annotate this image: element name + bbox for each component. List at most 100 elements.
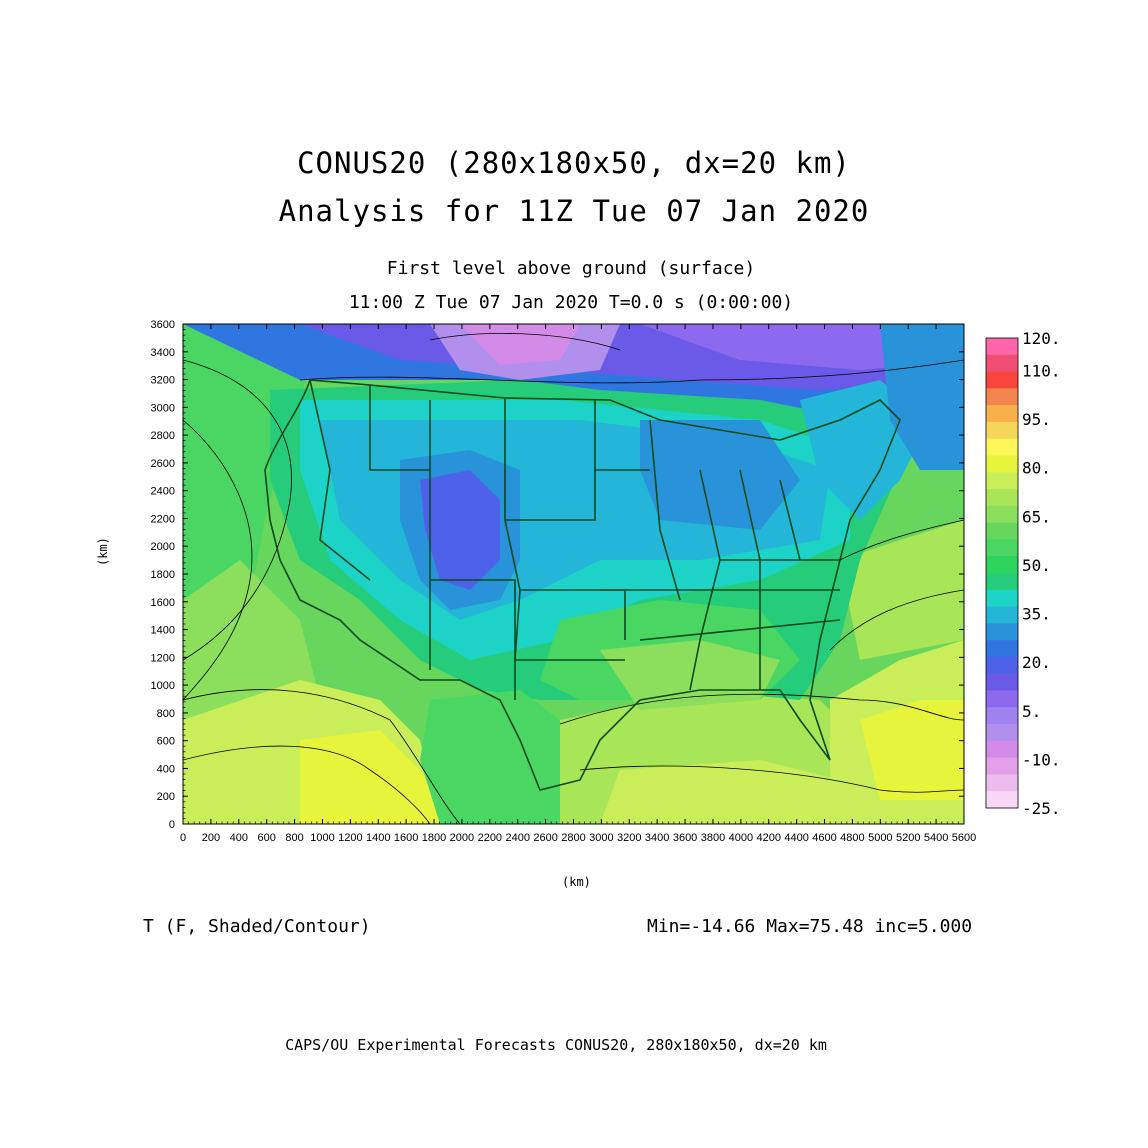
y-tick-label: 1000: [151, 680, 175, 692]
plot-title-domain: CONUS20 (280x180x50, dx=20 km): [297, 146, 851, 180]
x-tick-label: 5000: [868, 832, 892, 844]
colorbar-swatch: [986, 522, 1018, 540]
colorbar-swatch: [986, 757, 1018, 775]
colorbar-label: 120.: [1022, 329, 1061, 348]
x-tick-label: 1200: [338, 832, 362, 844]
colorbar-swatch: [986, 623, 1018, 641]
y-tick-label: 200: [157, 791, 175, 803]
colorbar-label: 65.: [1022, 507, 1051, 526]
footer-credit: CAPS/OU Experimental Forecasts CONUS20, …: [285, 1036, 827, 1054]
y-tick-label: 3600: [151, 319, 175, 331]
y-tick-label: 2400: [151, 486, 175, 498]
x-tick-label: 5200: [896, 832, 920, 844]
y-tick-label: 1200: [151, 652, 175, 664]
x-tick-label: 3200: [617, 832, 641, 844]
x-axis-ticks: 0 200 400 600 800 1000 1200 1400 1600 1800 2000 220…: [180, 324, 976, 844]
colorbar-label: 5.: [1022, 702, 1041, 721]
y-tick-label: 1600: [151, 597, 175, 609]
y-tick-label: 2000: [151, 541, 175, 553]
colorbar-swatch: [986, 338, 1018, 356]
colorbar-swatch: [986, 640, 1018, 658]
colorbar: [985, 337, 1019, 809]
colorbar-swatch: [986, 707, 1018, 725]
x-tick-label: 200: [202, 832, 220, 844]
x-tick-label: 3800: [701, 832, 725, 844]
colorbar-swatch: [986, 774, 1018, 792]
colorbar-frame: [985, 337, 1019, 809]
x-tick-label: 2000: [450, 832, 474, 844]
colorbar-swatch: [986, 673, 1018, 691]
plot-subtitle-level: First level above ground (surface): [386, 258, 756, 279]
colorbar-swatch: [986, 589, 1018, 607]
colorbar-swatch: [986, 371, 1018, 389]
x-tick-label: 5600: [952, 832, 976, 844]
y-tick-label: 3000: [151, 402, 175, 414]
colorbar-swatch: [986, 438, 1018, 456]
plot-subtitle-valid-time: 11:00 Z Tue 07 Jan 2020 T=0.0 s (0:00:00…: [348, 292, 794, 313]
variable-label: T (F, Shaded/Contour): [143, 916, 371, 937]
colorbar-labels: 120. 110. 95. 80. 65. 50. 35. 20. 5. -10. -25.: [1022, 329, 1061, 818]
x-tick-label: 4600: [812, 832, 836, 844]
x-tick-label: 1800: [422, 832, 446, 844]
x-tick-label: 1600: [394, 832, 418, 844]
y-axis-ticks: 0 200 400 600 800 1000 1200 1400 1600 1800 2000 220…: [151, 319, 964, 831]
colorbar-swatch: [986, 505, 1018, 523]
colorbar-swatch: [986, 690, 1018, 708]
state-boundaries: [264, 379, 901, 791]
colorbar-label: -25.: [1022, 799, 1061, 818]
x-tick-label: 2200: [478, 832, 502, 844]
colorbar-label: 80.: [1022, 459, 1051, 478]
x-tick-label: 3400: [645, 832, 669, 844]
x-tick-label: 600: [257, 832, 275, 844]
colorbar-label: 35.: [1022, 605, 1051, 624]
y-tick-label: 3200: [151, 375, 175, 387]
colorbar-swatch: [986, 421, 1018, 440]
x-tick-label: 4400: [784, 832, 808, 844]
y-tick-label: 600: [157, 736, 175, 748]
x-tick-label: 2800: [561, 832, 585, 844]
y-tick-label: 2200: [151, 513, 175, 525]
colorbar-label: 20.: [1022, 653, 1051, 672]
colorbar-swatch: [986, 388, 1018, 406]
x-tick-label: 2600: [533, 832, 557, 844]
colorbar-swatch: [986, 791, 1018, 809]
plot-title-analysis-time: Analysis for 11Z Tue 07 Jan 2020: [278, 194, 870, 228]
y-tick-label: 2800: [151, 430, 175, 442]
colorbar-swatch: [986, 405, 1018, 423]
colorbar-swatch: [986, 740, 1018, 758]
colorbar-swatch: [986, 656, 1018, 675]
colorbar-label: -10.: [1022, 750, 1061, 769]
colorbar-label: 50.: [1022, 556, 1051, 575]
x-tick-label: 4000: [729, 832, 753, 844]
x-tick-label: 400: [230, 832, 248, 844]
colorbar-swatch: [986, 606, 1018, 624]
x-tick-label: 800: [285, 832, 303, 844]
colorbar-swatch: [986, 724, 1018, 742]
x-tick-label: 3600: [673, 832, 697, 844]
colorbar-swatch: [986, 455, 1018, 473]
colorbar-swatch: [986, 354, 1018, 372]
y-tick-label: 800: [157, 708, 175, 720]
y-tick-label: 3400: [151, 347, 175, 359]
x-tick-label: 1000: [310, 832, 334, 844]
colorbar-swatch: [986, 489, 1018, 507]
colorbar-swatch: [986, 539, 1018, 557]
x-tick-label: 5400: [924, 832, 948, 844]
colorbar-swatch: [986, 556, 1018, 574]
x-tick-label: 1400: [366, 832, 390, 844]
x-tick-label: 3000: [589, 832, 613, 844]
colorbar-label: 110.: [1022, 361, 1061, 380]
x-tick-label: 4200: [757, 832, 781, 844]
field-statistics: Min=-14.66 Max=75.48 inc=5.000: [647, 916, 973, 937]
x-tick-label: 2400: [505, 832, 529, 844]
y-tick-label: 2600: [151, 458, 175, 470]
y-tick-label: 400: [157, 763, 175, 775]
x-tick-label: 4800: [840, 832, 864, 844]
y-tick-label: 1800: [151, 569, 175, 581]
x-tick-label: 0: [180, 832, 186, 844]
y-tick-label: 0: [169, 819, 175, 831]
x-axis-unit: (km): [562, 875, 591, 889]
colorbar-swatch: [986, 573, 1018, 591]
colorbar-swatch: [986, 472, 1018, 490]
